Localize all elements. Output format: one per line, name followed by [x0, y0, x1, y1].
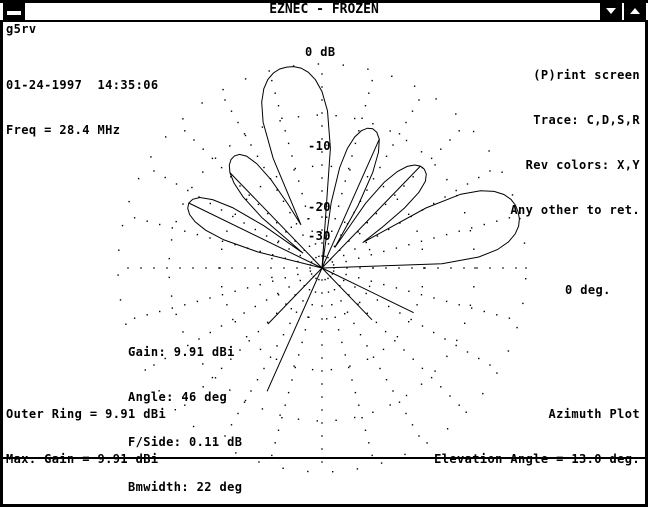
readout-gain: Gain: 9.91 dBi: [128, 345, 235, 359]
ring-label-0db: 0 dB: [305, 45, 336, 59]
lobe-marker-line: [229, 172, 323, 269]
window-title-bar: EZNEC - FROZEN: [0, 0, 648, 22]
lobe-marker-line: [321, 267, 373, 321]
footer-elevation-angle: Elevation Angle = 13.0 deg.: [434, 452, 640, 466]
window-border-right: [645, 22, 648, 507]
lobe-marker-line: [188, 202, 323, 269]
triangle-up-icon: [630, 8, 640, 14]
lobe-marker-line: [267, 267, 323, 325]
lobe-marker-line: [266, 267, 323, 392]
pattern-trace: [187, 66, 520, 392]
azimuth-pattern-plot: [117, 63, 527, 473]
window-title: EZNEC - FROZEN: [269, 2, 379, 17]
pattern-readout-block: Gain: 9.91 dBi Angle: 46 deg F/Side: 0.1…: [128, 315, 250, 507]
system-menu-bar-glyph: [7, 11, 21, 15]
help-print-screen[interactable]: (P)rint screen: [533, 68, 640, 82]
lobe-marker-line: [321, 165, 421, 269]
ring-label-m20: -20: [308, 200, 331, 214]
lobe-marker-line: [321, 267, 414, 314]
title-bar-top-rule: [0, 0, 648, 3]
minimize-button[interactable]: [600, 2, 622, 21]
footer-left-block: Outer Ring = 9.91 dBi Max. Gain = 9.91 d…: [6, 377, 166, 497]
footer-plot-type: Azimuth Plot: [548, 407, 640, 421]
date-time-label: 01-24-1997 14:35:06: [6, 78, 159, 92]
footer-right-block: Azimuth Plot Elevation Angle = 13.0 deg.: [434, 377, 640, 497]
ring-label-m10: -10: [308, 139, 331, 153]
readout-bmwidth: Bmwidth: 22 deg: [128, 480, 243, 494]
footer-max-gain: Max. Gain = 9.91 dBi: [6, 452, 159, 466]
frequency-label: Freq = 28.4 MHz: [6, 123, 121, 137]
timestamp-block: 01-24-1997 14:35:06 Freq = 28.4 MHz: [6, 48, 159, 168]
readout-f-side: F/Side: 0.11 dB: [128, 435, 243, 449]
footer-divider: [0, 457, 648, 459]
help-trace-keys[interactable]: Trace: C,D,S,R: [533, 113, 640, 127]
ring-label-m30: -30: [308, 229, 331, 243]
azimuth-zero-label: 0 deg.: [565, 283, 611, 297]
system-menu-icon[interactable]: [3, 3, 25, 22]
help-rev-colors[interactable]: Rev colors: X,Y: [525, 158, 640, 172]
window-border-bottom: [0, 504, 648, 507]
help-return[interactable]: Any other to ret.: [510, 203, 640, 217]
triangle-down-icon: [606, 8, 616, 14]
pattern-curve: [187, 66, 520, 269]
polar-grid: [117, 63, 527, 473]
footer-outer-ring: Outer Ring = 9.91 dBi: [6, 407, 167, 421]
plot-client-area: g5rv 01-24-1997 14:35:06 Freq = 28.4 MHz…: [0, 22, 648, 507]
lobe-marker-line: [321, 138, 380, 269]
model-name-label: g5rv: [6, 22, 37, 36]
keyboard-help-block: (P)rint screen Trace: C,D,S,R Rev colors…: [510, 38, 640, 248]
window-border-left: [0, 22, 3, 507]
readout-angle: Angle: 46 deg: [128, 390, 228, 404]
maximize-button[interactable]: [624, 2, 646, 21]
